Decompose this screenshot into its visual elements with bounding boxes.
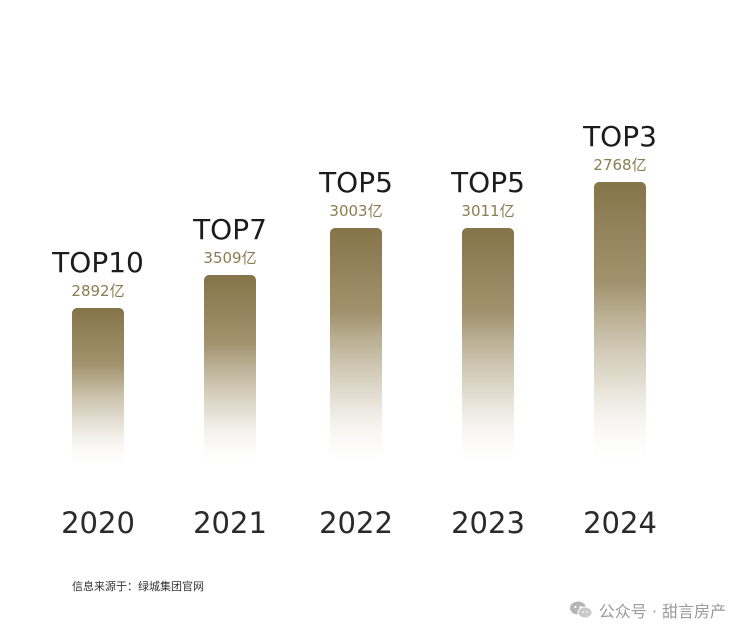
rank-label-2021: TOP7 [192,213,267,246]
rank-label-2023: TOP5 [450,166,525,199]
value-label-2020: 2892亿 [71,282,124,300]
watermark-text: 公众号 · 甜言房产 [598,602,726,621]
bar-2021 [204,275,256,470]
watermark: 公众号 · 甜言房产 [569,598,726,622]
value-label-2023: 3011亿 [461,202,514,220]
year-label-2024: 2024 [583,506,657,540]
bar-2022 [330,228,382,470]
value-label-2022: 3003亿 [329,202,382,220]
source-note: 信息来源于：绿城集团官网 [72,580,204,593]
value-label-2021: 3509亿 [203,249,256,267]
rank-label-2022: TOP5 [318,166,393,199]
year-label-2022: 2022 [319,506,393,540]
year-label-2020: 2020 [61,506,135,540]
year-label-2021: 2021 [193,506,267,540]
rank-label-2024: TOP3 [582,120,657,153]
value-label-2024: 2768亿 [593,156,646,174]
bar-2020 [72,308,124,470]
bars-layer: 2892亿 TOP10 2020 3509亿 TOP7 2021 3003亿 TOP5 2022… [51,120,657,540]
wechat-icon [569,601,593,619]
rank-label-2020: TOP10 [51,246,144,279]
bar-2024 [594,182,646,470]
bar-2023 [462,228,514,470]
year-label-2023: 2023 [451,506,525,540]
